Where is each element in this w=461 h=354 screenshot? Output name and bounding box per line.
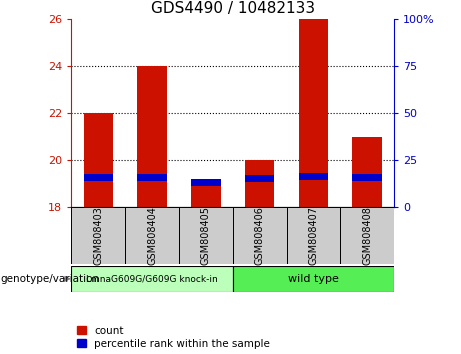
Bar [245,160,274,207]
Bar [340,207,394,264]
Bar [299,19,328,207]
Bar [299,173,328,180]
Text: wild type: wild type [288,274,339,284]
Text: genotype/variation: genotype/variation [0,274,99,284]
Bar [353,137,382,207]
Legend: count, percentile rank within the sample: count, percentile rank within the sample [77,326,270,349]
Bar [125,207,179,264]
Bar [71,207,125,264]
Bar [233,207,287,264]
Bar [191,179,221,207]
Text: GSM808403: GSM808403 [93,206,103,265]
Text: GSM808407: GSM808407 [308,206,319,265]
Bar [233,266,394,292]
Bar [83,113,113,207]
Bar [191,179,221,186]
Text: GSM808404: GSM808404 [147,206,157,265]
Bar [287,207,340,264]
Bar [179,207,233,264]
Bar [137,174,167,181]
Text: GSM808405: GSM808405 [201,206,211,265]
Text: LmnaG609G/G609G knock-in: LmnaG609G/G609G knock-in [86,274,218,283]
Bar [137,67,167,207]
Bar [353,174,382,181]
Bar [83,174,113,181]
Title: GDS4490 / 10482133: GDS4490 / 10482133 [151,0,315,16]
Text: GSM808408: GSM808408 [362,206,372,265]
Bar [245,176,274,182]
Text: GSM808406: GSM808406 [254,206,265,265]
Bar [71,266,233,292]
